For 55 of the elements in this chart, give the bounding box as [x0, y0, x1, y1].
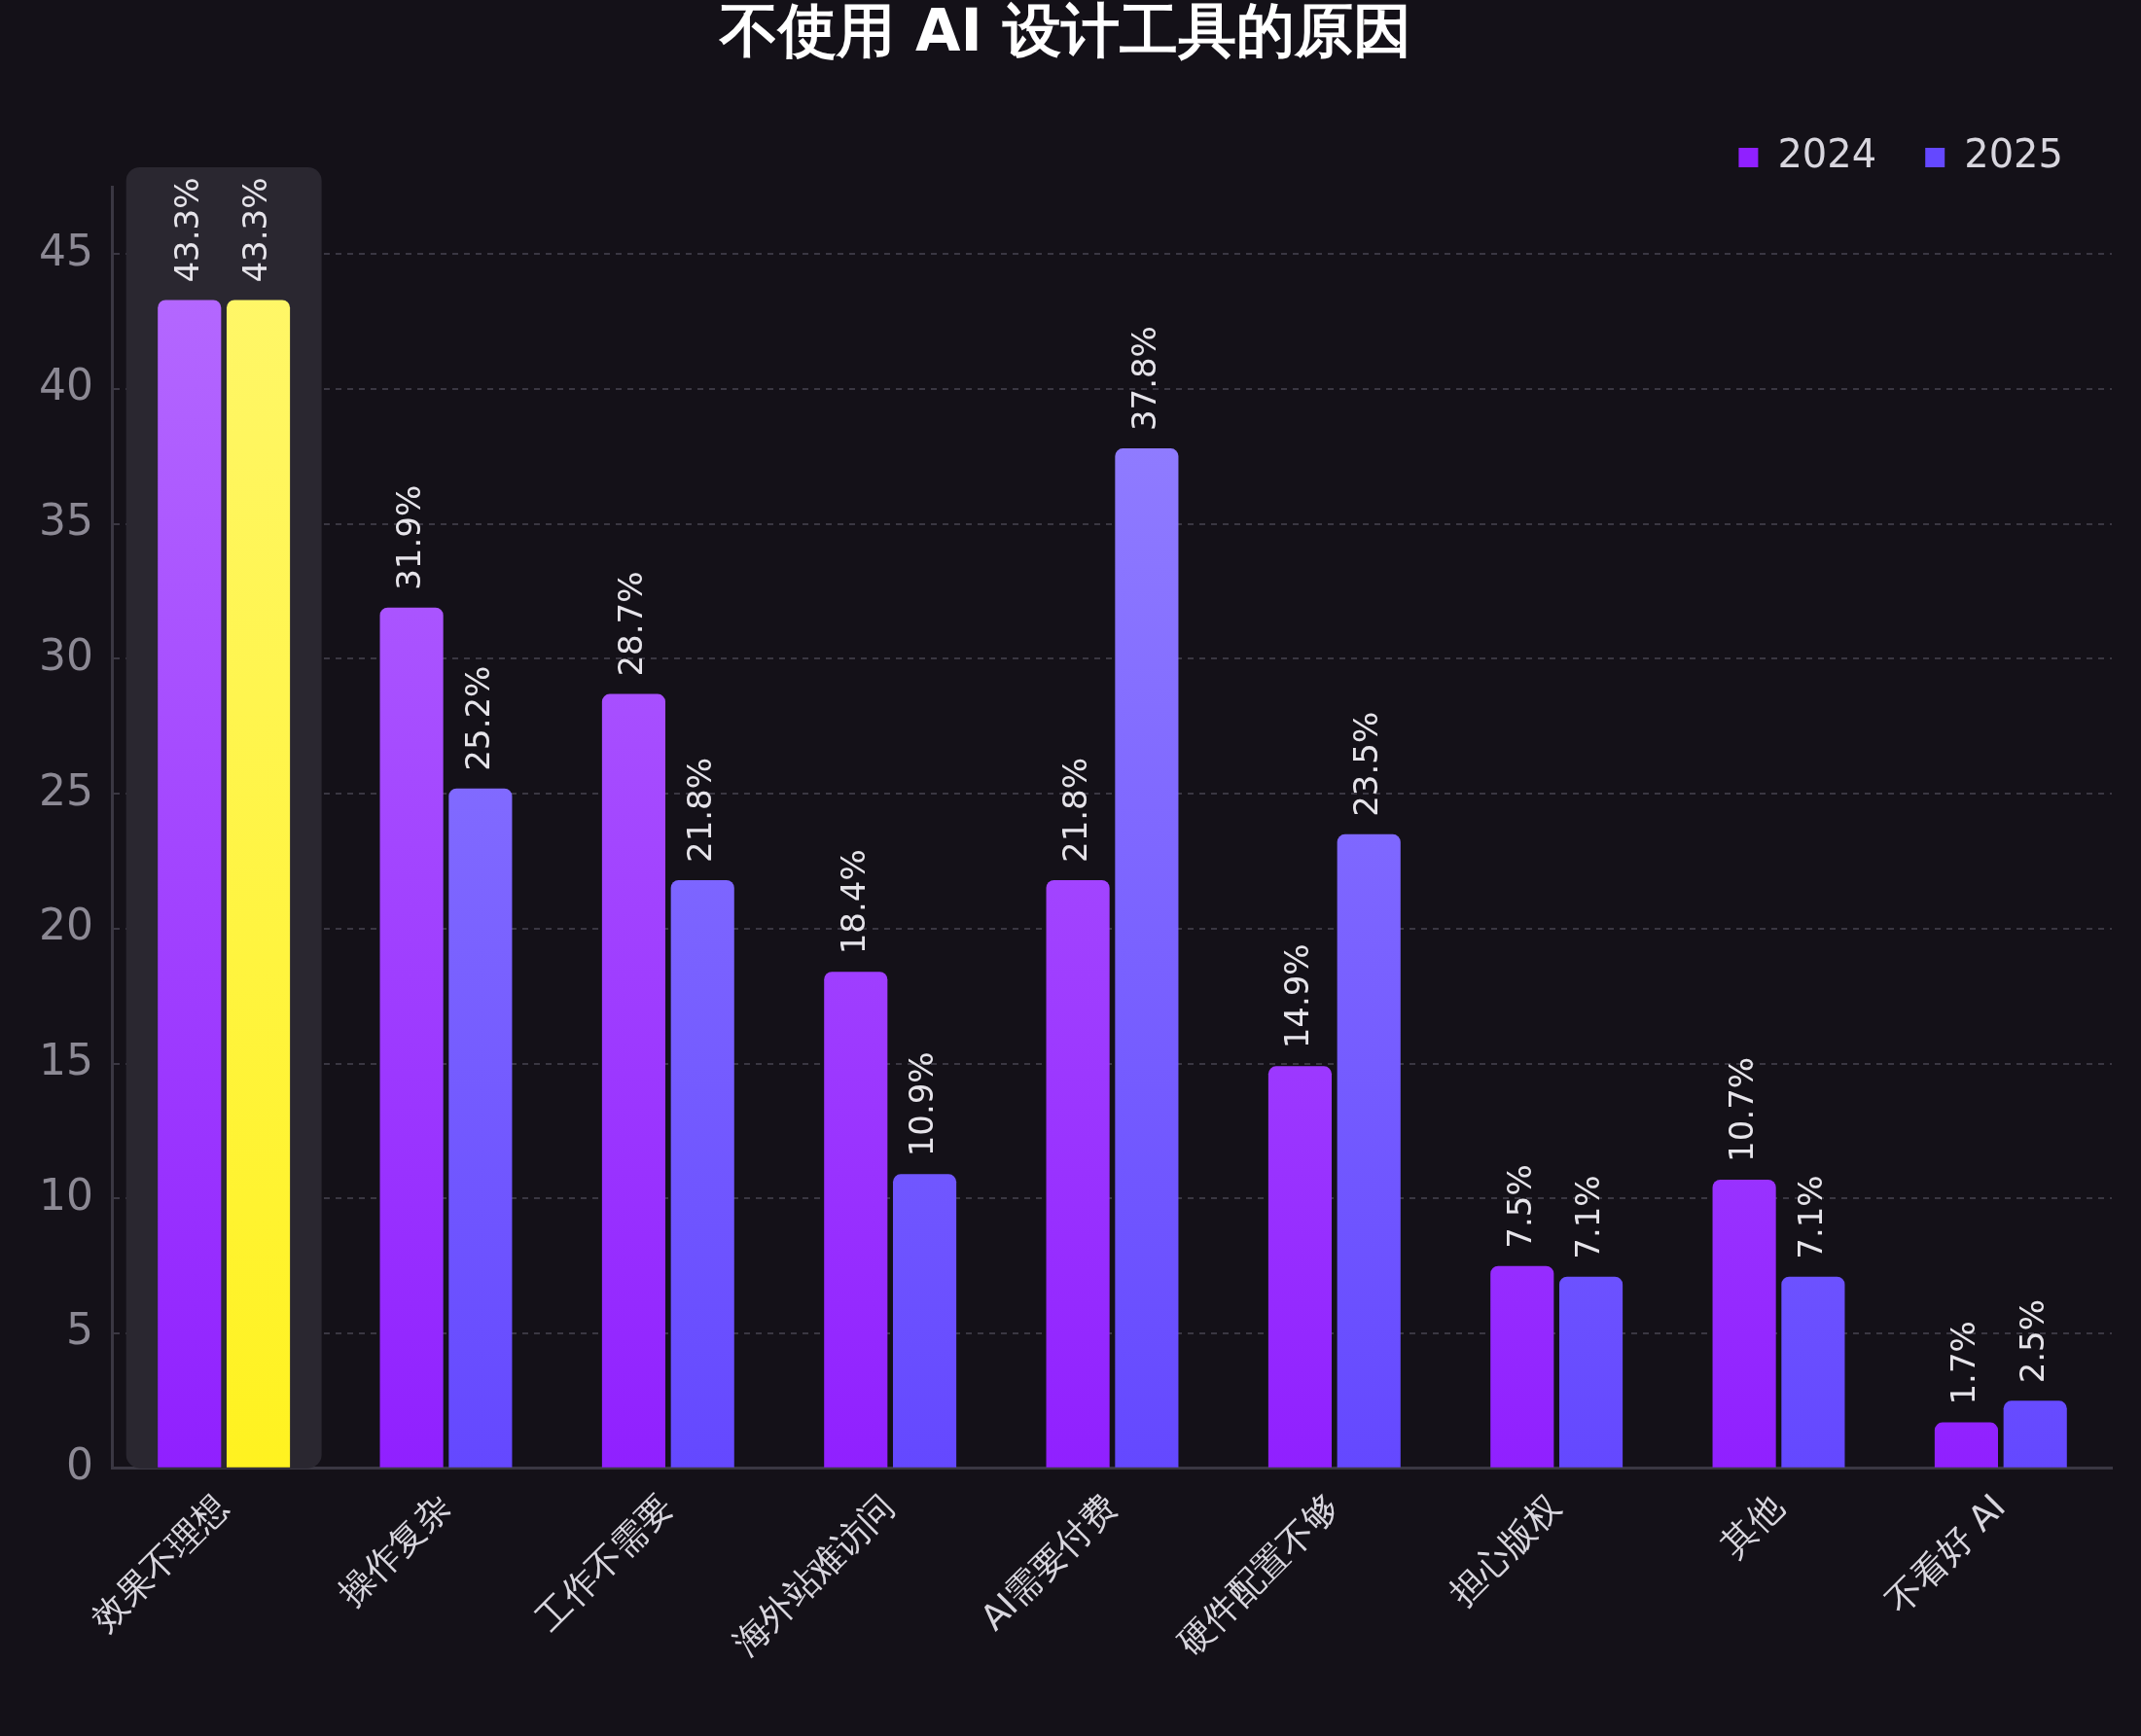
- data-label: 10.7%: [1721, 1056, 1761, 1162]
- data-label: 21.8%: [1054, 757, 1094, 863]
- data-label: 31.9%: [388, 484, 428, 590]
- bar: [670, 879, 734, 1468]
- bar: [1337, 833, 1401, 1468]
- bar: [1712, 1179, 1776, 1468]
- data-label: 23.5%: [1346, 711, 1386, 817]
- bar: [1490, 1265, 1554, 1468]
- bar: [448, 788, 513, 1468]
- data-label: 21.8%: [680, 757, 720, 863]
- legend-label: 2024: [1777, 131, 1877, 177]
- data-label: 14.9%: [1277, 943, 1317, 1049]
- y-tick-label: 35: [38, 495, 93, 546]
- x-tick-label: 工作不需要: [527, 1486, 681, 1639]
- x-tick-label: 硬件配置不够: [1169, 1486, 1347, 1663]
- bar: [1934, 1422, 1998, 1468]
- data-label: 43.3%: [235, 177, 275, 283]
- bar: [824, 972, 888, 1468]
- x-tick-label: AI需要付费: [973, 1486, 1124, 1639]
- y-tick-label: 20: [38, 900, 93, 950]
- bar: [379, 607, 444, 1468]
- y-tick-label: 30: [38, 629, 93, 680]
- data-label: 7.5%: [1499, 1164, 1539, 1249]
- data-label: 2.5%: [2013, 1298, 2052, 1384]
- legend-label: 2025: [1964, 131, 2063, 177]
- y-tick-label: 10: [38, 1169, 93, 1220]
- y-tick-label: 15: [38, 1035, 93, 1085]
- x-tick-label: 担心版权: [1441, 1486, 1569, 1614]
- data-label: 10.9%: [902, 1051, 942, 1157]
- bar: [1115, 448, 1179, 1468]
- data-label: 28.7%: [611, 571, 651, 677]
- y-tick-label: 40: [38, 360, 93, 410]
- x-tick-label: 其他: [1712, 1486, 1791, 1565]
- bar: [601, 693, 665, 1468]
- x-tick-label: 操作复杂: [330, 1486, 458, 1614]
- bar: [892, 1174, 957, 1468]
- x-tick-label: 不看好 AI: [1877, 1486, 2014, 1621]
- data-label: 7.1%: [1790, 1175, 1830, 1259]
- x-tick-label: 海外站难访问: [725, 1486, 903, 1663]
- y-tick-label: 45: [38, 225, 93, 275]
- y-tick-label: 5: [65, 1304, 93, 1355]
- data-label: 25.2%: [457, 665, 497, 771]
- chart-title: 不使用 AI 设计工具的原因: [718, 0, 1411, 64]
- bar: [158, 300, 222, 1468]
- bar: [2003, 1400, 2067, 1468]
- bar: [1267, 1066, 1332, 1468]
- data-label: 37.8%: [1124, 326, 1163, 432]
- data-label: 1.7%: [1944, 1321, 1983, 1405]
- data-label: 43.3%: [166, 177, 206, 283]
- data-label: 18.4%: [833, 849, 873, 955]
- bar: [1781, 1276, 1845, 1468]
- bar: [1559, 1276, 1624, 1468]
- data-label: 7.1%: [1568, 1175, 1608, 1259]
- y-tick-label: 25: [38, 764, 93, 815]
- bar: [1046, 879, 1110, 1468]
